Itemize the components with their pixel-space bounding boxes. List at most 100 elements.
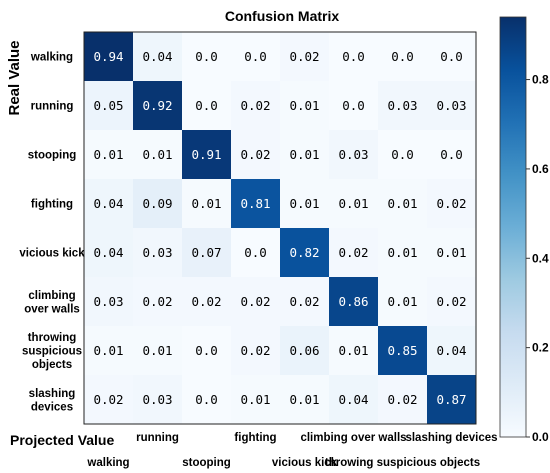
- heatmap-cell: [182, 228, 232, 278]
- cell-value-label: 0.02: [240, 343, 270, 358]
- heatmap-cell: [329, 81, 379, 131]
- heatmap-cell: [427, 179, 477, 229]
- heatmap-cell: [280, 326, 330, 376]
- heatmap-cell: [329, 326, 379, 376]
- cell-value-labels: 0.94 0.04 0.0 0.0 0.02 0.0 0.0 0.0 0.05 0.92 0.0 0.…: [93, 49, 466, 407]
- cell-value-label: 0.03: [338, 147, 368, 162]
- cell-value-label: 0.85: [387, 343, 417, 358]
- cell-value-label: 0.02: [338, 245, 368, 260]
- heatmap-cell: [427, 375, 477, 425]
- cell-value-label: 0.01: [191, 196, 221, 211]
- cell-value-label: 0.0: [244, 49, 267, 64]
- cell-value-label: 0.07: [191, 245, 221, 260]
- cell-value-label: 0.01: [436, 245, 466, 260]
- heatmap-cell: [427, 130, 477, 180]
- heatmap-cell: [133, 179, 183, 229]
- heatmap-cell: [427, 81, 477, 131]
- cell-value-label: 0.04: [142, 49, 172, 64]
- cell-value-label: 0.01: [240, 392, 270, 407]
- cell-value-label: 0.0: [440, 49, 463, 64]
- cell-value-label: 0.0: [195, 392, 218, 407]
- heatmap-cell: [427, 326, 477, 376]
- heatmap-cell: [182, 32, 232, 82]
- cell-value-label: 0.03: [93, 294, 123, 309]
- heatmap-cell: [329, 130, 379, 180]
- heatmap-cell: [133, 32, 183, 82]
- cell-value-label: 0.01: [338, 196, 368, 211]
- heatmap-cell: [231, 32, 281, 82]
- heatmap-cell: [133, 375, 183, 425]
- heatmap-frame: [83, 31, 477, 425]
- heatmap-cell: [84, 326, 134, 376]
- cell-value-label: 0.81: [240, 196, 270, 211]
- row-label: vicious kick: [19, 248, 85, 260]
- heatmap-cell: [378, 375, 428, 425]
- cell-value-label: 0.02: [93, 392, 123, 407]
- cell-value-label: 0.02: [436, 196, 466, 211]
- cell-value-label: 0.02: [240, 294, 270, 309]
- heatmap-cell: [84, 32, 134, 82]
- cell-value-label: 0.06: [289, 343, 319, 358]
- heatmap-cell: [84, 130, 134, 180]
- cell-value-label: 0.01: [289, 147, 319, 162]
- cell-value-label: 0.86: [338, 294, 368, 309]
- cell-value-label: 0.01: [93, 147, 123, 162]
- heatmap-cell: [182, 326, 232, 376]
- cell-value-label: 0.0: [391, 147, 414, 162]
- heatmap-cell: [280, 375, 330, 425]
- cell-value-label: 0.04: [93, 245, 123, 260]
- column-label: throwing suspicious objects: [325, 457, 480, 469]
- column-label: walking: [86, 457, 129, 469]
- row-label: walking: [30, 52, 73, 64]
- cell-value-label: 0.87: [436, 392, 466, 407]
- heatmap-cell: [378, 130, 428, 180]
- cell-value-label: 0.04: [436, 343, 466, 358]
- heatmap-cell: [133, 81, 183, 131]
- heatmap-cell: [231, 277, 281, 327]
- heatmap-cell: [84, 81, 134, 131]
- cell-value-label: 0.02: [142, 294, 172, 309]
- heatmap-cell: [231, 179, 281, 229]
- cell-value-label: 0.03: [142, 392, 172, 407]
- row-label: slashing devices: [29, 388, 76, 414]
- cell-value-label: 0.01: [387, 294, 417, 309]
- cell-value-label: 0.92: [142, 98, 172, 113]
- heatmap-cell: [329, 179, 379, 229]
- cell-value-label: 0.91: [191, 147, 221, 162]
- heatmap-cell: [329, 277, 379, 327]
- heatmap-cell: [231, 228, 281, 278]
- heatmap-cell: [182, 130, 232, 180]
- cell-value-label: 0.02: [289, 49, 319, 64]
- cell-value-label: 0.02: [436, 294, 466, 309]
- heatmap-cell: [182, 277, 232, 327]
- heatmap-cell: [231, 326, 281, 376]
- heatmap-cell: [84, 375, 134, 425]
- heatmap-cell: [231, 130, 281, 180]
- heatmap-cell: [280, 81, 330, 131]
- colorbar-tick-label: 0.4: [532, 251, 549, 265]
- heatmap-cell: [280, 277, 330, 327]
- cell-value-label: 0.02: [289, 294, 319, 309]
- row-label: throwing suspicious objects: [22, 332, 82, 371]
- cell-value-label: 0.01: [338, 343, 368, 358]
- cell-value-label: 0.02: [191, 294, 221, 309]
- heatmap-cell: [133, 277, 183, 327]
- x-axis-label: Projected Value: [10, 432, 114, 448]
- heatmap-cell: [329, 32, 379, 82]
- cell-value-label: 0.0: [342, 49, 365, 64]
- cell-value-label: 0.0: [195, 98, 218, 113]
- cell-value-label: 0.03: [387, 98, 417, 113]
- cell-value-label: 0.05: [93, 98, 123, 113]
- chart-title: Confusion Matrix: [225, 8, 340, 24]
- heatmap-cell: [427, 228, 477, 278]
- colorbar-ticks: 0.0 0.2 0.4 0.6 0.8: [526, 73, 549, 444]
- column-label: running: [136, 432, 179, 444]
- colorbar-tick-label: 0.8: [532, 73, 549, 87]
- cell-value-label: 0.01: [387, 245, 417, 260]
- heatmap-cell: [280, 228, 330, 278]
- cell-value-label: 0.01: [142, 147, 172, 162]
- row-label: running: [31, 101, 74, 113]
- heatmap-cell: [378, 81, 428, 131]
- column-label: vicious kick: [272, 457, 338, 469]
